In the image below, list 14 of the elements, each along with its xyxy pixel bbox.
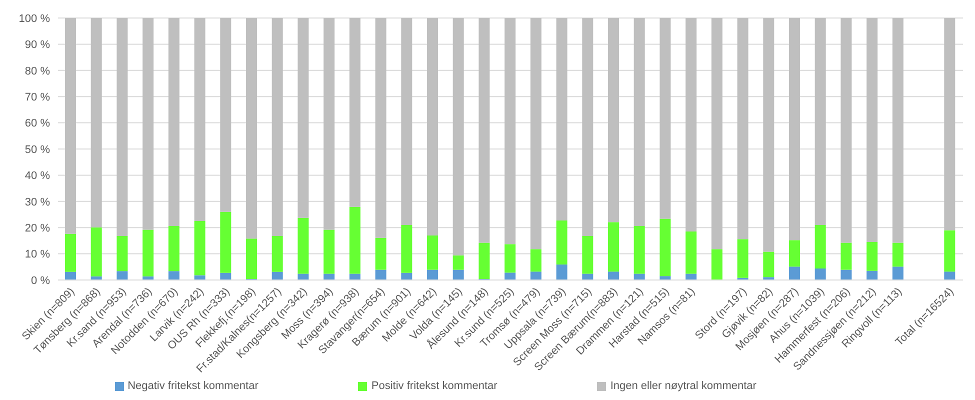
legend-label: Negativ fritekst kommentar bbox=[128, 380, 258, 392]
y-tick-label: 80 % bbox=[24, 65, 50, 78]
y-tick-label: 30 % bbox=[24, 196, 50, 208]
y-tick-label: 70 % bbox=[24, 92, 50, 104]
y-tick-label: 90 % bbox=[24, 39, 50, 52]
y-tick-label: 40 % bbox=[24, 170, 50, 182]
legend-label: Positiv fritekst kommentar bbox=[371, 380, 498, 392]
y-tick-label: 100 % bbox=[18, 12, 50, 25]
y-tick-label: 60 % bbox=[24, 118, 50, 130]
y-tick-label: 0 % bbox=[31, 274, 50, 287]
legend-label: Ingen eller nøytral kommentar bbox=[610, 380, 756, 392]
y-tick-label: 10 % bbox=[24, 248, 50, 261]
y-tick-label: 50 % bbox=[24, 144, 50, 156]
y-tick-label: 20 % bbox=[24, 222, 50, 235]
